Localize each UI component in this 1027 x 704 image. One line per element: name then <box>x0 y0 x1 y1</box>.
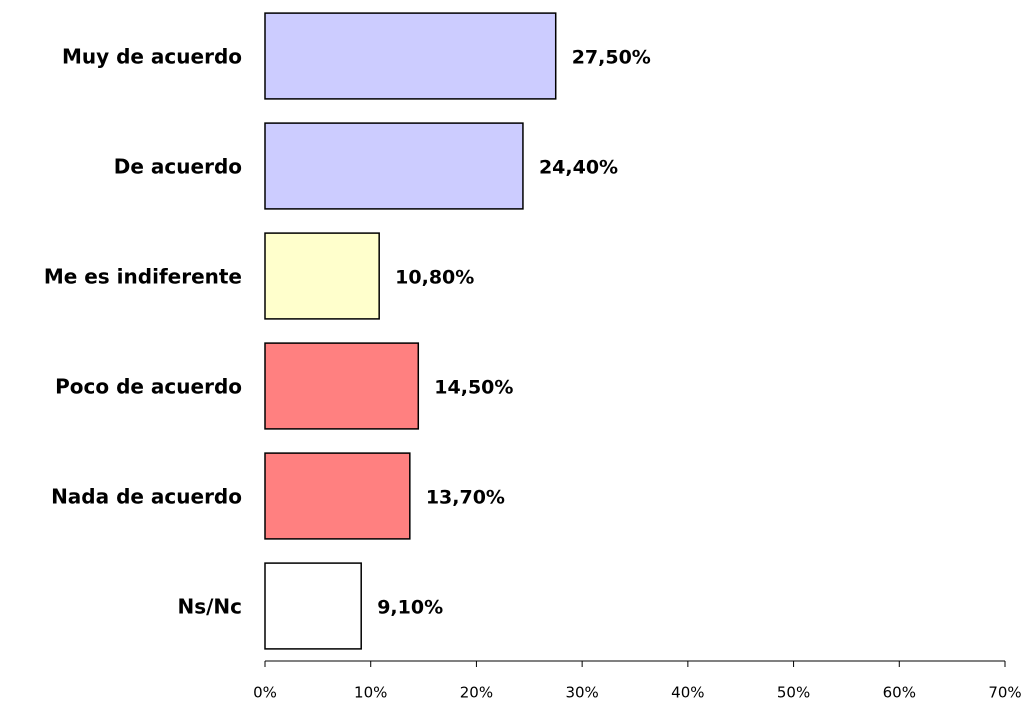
x-tick-label: 10% <box>354 684 387 702</box>
value-label: 9,10% <box>377 597 443 619</box>
value-label: 24,40% <box>539 157 618 179</box>
y-tick-label: Me es indiferente <box>44 265 242 289</box>
x-tick-label: 50% <box>777 684 810 702</box>
bar <box>264 12 557 100</box>
y-tick-label: De acuerdo <box>114 155 242 179</box>
bar <box>264 562 362 650</box>
bar <box>264 232 380 320</box>
value-label: 14,50% <box>434 377 513 399</box>
value-label: 27,50% <box>572 47 651 69</box>
x-tick-label: 60% <box>883 684 916 702</box>
x-tick-label: 30% <box>565 684 598 702</box>
y-tick-label: Nada de acuerdo <box>51 485 242 509</box>
x-tick-label: 0% <box>253 684 277 702</box>
y-tick-label: Muy de acuerdo <box>62 45 242 69</box>
value-label: 10,80% <box>395 267 474 289</box>
y-tick-label: Ns/Nc <box>177 595 242 619</box>
x-tick-label: 20% <box>460 684 493 702</box>
bar <box>264 342 420 430</box>
bar <box>264 122 524 210</box>
x-tick-label: 40% <box>671 684 704 702</box>
value-label: 13,70% <box>426 487 505 509</box>
y-tick-label: Poco de acuerdo <box>55 375 242 399</box>
x-tick-label: 70% <box>988 684 1021 702</box>
bar <box>264 452 411 540</box>
